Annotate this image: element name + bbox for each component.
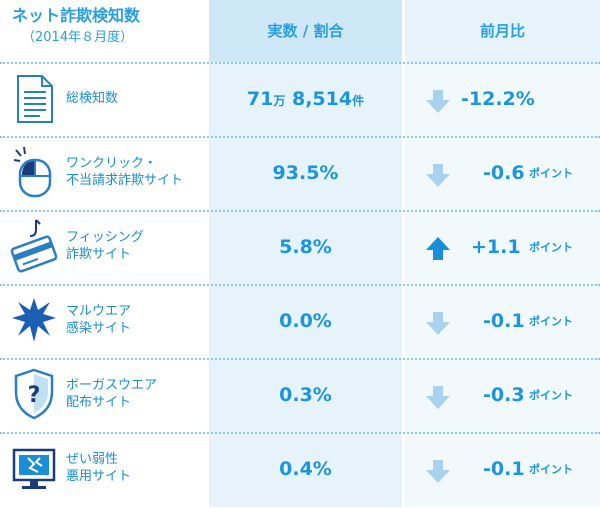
malware-burst-icon	[12, 298, 56, 342]
row-divider	[0, 136, 600, 138]
value-column	[209, 0, 402, 507]
row-label: ワンクリック・ 不当請求詐欺サイト	[66, 156, 184, 188]
row-value: 0.0%	[279, 310, 332, 332]
row-label: マルウエア 感染サイト	[66, 304, 132, 336]
document-icon	[17, 75, 53, 123]
change-value: -0.3	[483, 384, 525, 406]
row-change: -0.3 ポイント	[405, 358, 600, 432]
change-value: +1.1	[471, 236, 521, 258]
row-label: ぜい弱性 悪用サイト	[66, 452, 132, 484]
table-row: フィッシング 詐欺サイト 5.8% +1.1 ポイント	[0, 210, 600, 284]
row-divider	[0, 62, 600, 64]
change-value: -0.1	[483, 458, 525, 480]
table-title: ネット詐欺検知数	[12, 6, 141, 25]
change-unit: ポイント	[529, 241, 573, 254]
arrow-down-icon	[426, 312, 450, 335]
row-label: ボーガスウエア 配布サイト	[66, 378, 158, 410]
value-column-header-bg	[209, 0, 402, 62]
phishing-card-icon	[10, 219, 58, 273]
row-change: -0.1 ポイント	[405, 432, 600, 506]
table-row: ワンクリック・ 不当請求詐欺サイト 93.5% -0.6 ポイント	[0, 136, 600, 210]
value-column-header: 実数 / 割合	[267, 22, 344, 40]
row-change: -12.2%	[405, 62, 600, 136]
arrow-up-icon	[426, 237, 450, 260]
row-change: -0.6 ポイント	[405, 136, 600, 210]
broken-monitor-icon	[12, 448, 56, 489]
change-unit: ポイント	[529, 315, 573, 328]
row-divider	[0, 432, 600, 434]
change-unit: ポイント	[529, 463, 573, 476]
table-row: マルウエア 感染サイト 0.0% -0.1 ポイント	[0, 284, 600, 358]
change-value: -0.1	[483, 310, 525, 332]
row-change: +1.1 ポイント	[405, 210, 600, 284]
row-value: 93.5%	[272, 162, 339, 184]
change-unit: ポイント	[529, 167, 573, 180]
arrow-down-icon	[426, 90, 450, 113]
row-divider	[0, 210, 600, 212]
change-value: -12.2%	[461, 88, 535, 110]
table-header: ネット詐欺検知数 （2014年８月度） 実数 / 割合 前月比	[0, 0, 600, 62]
table-row: 総検知数 71万 8,514件 -12.2%	[0, 62, 600, 136]
row-change: -0.1 ポイント	[405, 284, 600, 358]
change-unit: ポイント	[529, 389, 573, 402]
mouse-click-icon	[13, 146, 52, 198]
svg-text:?: ?	[28, 383, 41, 408]
arrow-down-icon	[426, 460, 450, 483]
table-row: ? ボーガスウエア 配布サイト 0.3% -0.3 ポイント	[0, 358, 600, 432]
table-subtitle: （2014年８月度）	[22, 30, 134, 45]
shield-question-icon: ?	[14, 368, 54, 420]
arrow-down-icon	[426, 164, 450, 187]
row-label: フィッシング 詐欺サイト	[66, 230, 144, 262]
table-row: ぜい弱性 悪用サイト 0.4% -0.1 ポイント	[0, 432, 600, 507]
row-label: 総検知数	[66, 91, 119, 106]
row-divider	[0, 358, 600, 360]
change-column-header: 前月比	[479, 22, 525, 40]
row-value: 5.8%	[279, 236, 332, 258]
row-value: 71万 8,514件	[246, 88, 365, 110]
change-column-header-bg	[405, 0, 600, 62]
row-divider	[0, 284, 600, 286]
change-value: -0.6	[483, 162, 525, 184]
arrow-down-icon	[426, 386, 450, 409]
row-value: 0.3%	[279, 384, 332, 406]
row-value: 0.4%	[279, 458, 332, 480]
